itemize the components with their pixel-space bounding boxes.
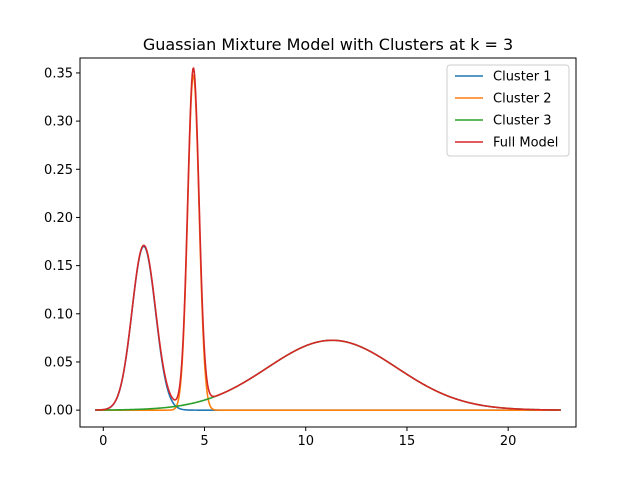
chart-title: Guassian Mixture Model with Clusters at … (143, 35, 513, 54)
series-line-full-model (95, 67, 561, 411)
y-axis: 0.00 0.05 0.10 0.15 0.20 0.25 0.30 0.35 (44, 66, 80, 419)
y-tick-label: 0.35 (44, 66, 73, 81)
x-tick-label: 10 (297, 434, 314, 449)
y-tick-label: 0.00 (44, 404, 73, 419)
y-tick-label: 0.20 (44, 211, 73, 226)
y-tick-label: 0.15 (44, 259, 73, 274)
legend-label-cluster-3: Cluster 3 (493, 114, 552, 129)
x-tick-label: 0 (99, 434, 107, 449)
plot-area (79, 57, 577, 428)
series-layer (95, 67, 561, 411)
legend: Cluster 1 Cluster 2 Cluster 3 Full Model (446, 64, 570, 157)
legend-box (446, 64, 570, 157)
y-tick-label: 0.10 (44, 307, 73, 322)
x-tick-label: 15 (399, 434, 416, 449)
x-axis: 0 5 10 15 20 (99, 427, 516, 449)
axes-frame (79, 57, 577, 428)
y-tick-label: 0.05 (44, 355, 73, 370)
x-tick-label: 5 (200, 434, 208, 449)
legend-label-cluster-1: Cluster 1 (493, 70, 552, 85)
y-tick-label: 0.30 (44, 115, 73, 130)
legend-label-cluster-2: Cluster 2 (493, 92, 552, 107)
series-line-cluster-2 (95, 74, 561, 411)
x-tick-label: 20 (500, 434, 517, 449)
y-tick-label: 0.25 (44, 163, 73, 178)
legend-label-full-model: Full Model (493, 136, 558, 151)
